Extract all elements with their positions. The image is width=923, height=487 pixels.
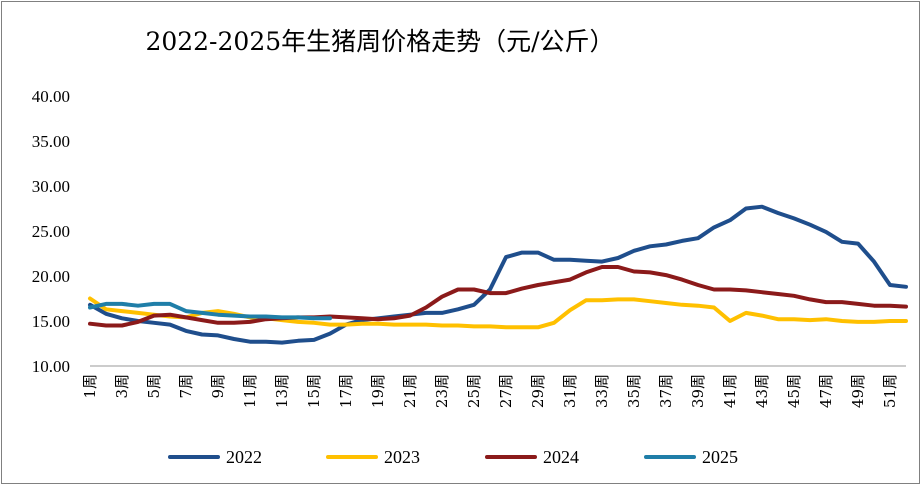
x-tick-label: 9周 — [209, 374, 227, 399]
series-line-2024 — [88, 265, 908, 328]
x-tick-label: 3周 — [113, 374, 131, 399]
x-tick-label: 39周 — [689, 374, 707, 408]
x-tick-label: 11周 — [241, 374, 259, 408]
x-tick-label: 51周 — [881, 374, 899, 408]
x-tick-label: 17周 — [337, 374, 355, 408]
y-tick-label: 30.00 — [32, 177, 70, 196]
y-tick-label: 15.00 — [32, 312, 70, 331]
x-tick-label: 45周 — [785, 374, 803, 408]
x-tick-label: 35周 — [625, 374, 643, 408]
x-tick-label: 21周 — [401, 374, 419, 408]
x-tick-label: 27周 — [497, 374, 515, 408]
x-tick-label: 1周 — [81, 374, 99, 399]
x-tick-label: 7周 — [177, 374, 195, 399]
x-tick-label: 41周 — [721, 374, 739, 408]
x-tick-label: 23周 — [433, 374, 451, 408]
legend-label: 2024 — [543, 447, 579, 467]
x-tick-label: 43周 — [753, 374, 771, 408]
x-tick-label: 13周 — [273, 374, 291, 408]
series-line-2023 — [88, 296, 908, 330]
x-tick-label: 47周 — [817, 374, 835, 408]
series-line-2025 — [88, 301, 332, 321]
x-tick-label: 29周 — [529, 374, 547, 408]
series-line-2022 — [88, 204, 908, 345]
x-tick-label: 19周 — [369, 374, 387, 408]
y-axis: 10.00 15.00 20.00 25.00 30.00 35.00 40.00 — [32, 87, 70, 376]
x-tick-label: 37周 — [657, 374, 675, 408]
chart-title: 2022-2025年生猪周价格走势（元/公斤） — [145, 27, 615, 56]
legend-label: 2025 — [702, 447, 738, 467]
y-tick-label: 25.00 — [32, 222, 70, 241]
x-tick-label: 49周 — [849, 374, 867, 408]
x-tick-label: 33周 — [593, 374, 611, 408]
y-tick-label: 20.00 — [32, 267, 70, 286]
legend: 2022 2023 2024 2025 — [168, 447, 738, 467]
y-tick-label: 10.00 — [32, 357, 70, 376]
legend-label: 2022 — [226, 447, 262, 467]
x-tick-label: 31周 — [561, 374, 579, 408]
x-axis: 1周 3周 5周 7周 9周 11周 13周 15周 17周 19周 21周 23周 25周 27周 29周… — [81, 365, 906, 408]
x-tick-label: 5周 — [145, 374, 163, 399]
legend-label: 2023 — [384, 447, 420, 467]
y-tick-label: 35.00 — [32, 132, 70, 151]
y-tick-label: 40.00 — [32, 87, 70, 106]
x-tick-label: 15周 — [305, 374, 323, 408]
series-lines — [88, 204, 908, 345]
x-tick-label: 25周 — [465, 374, 483, 408]
